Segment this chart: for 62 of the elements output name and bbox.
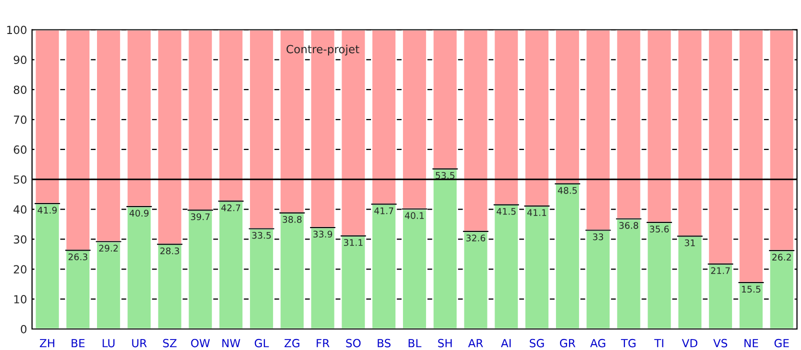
data-label: 35.6 [650, 226, 669, 232]
data-label: 40.9 [130, 210, 149, 217]
x-tick-label: SG [530, 338, 544, 348]
y-tick-label: 70 [14, 116, 26, 124]
data-label: 41.9 [38, 206, 57, 214]
x-tick-label: OW [191, 338, 210, 348]
x-tick-label: GE [774, 338, 789, 348]
text: Contre-projet [286, 44, 360, 56]
x-tick-label: BS [378, 338, 391, 348]
x-tick-label: BE [72, 339, 85, 348]
y-tick-label: 40 [14, 205, 26, 214]
x-tick-label: TI [654, 339, 664, 348]
x-tick-label: NE [744, 339, 758, 348]
x-tick-label: FR [316, 339, 330, 348]
data-label: 41.7 [374, 207, 394, 214]
x-tick-label: GR [560, 338, 576, 348]
data-label: 42.7 [221, 204, 240, 212]
x-tick-label: SH [438, 338, 452, 348]
x-tick-label: ZG [284, 338, 300, 348]
x-tick-label: UR [132, 339, 147, 348]
x-tick-label: TG [620, 338, 636, 348]
x-tick-label: SZ [163, 338, 177, 348]
data-label: 21.7 [711, 267, 730, 274]
x-tick-label: VS [713, 338, 728, 348]
data-label: 38.8 [282, 216, 302, 223]
data-label: 40.1 [404, 212, 424, 219]
data-label: 31 [684, 239, 695, 246]
x-tick-label: GL [254, 338, 269, 348]
data-label: 31.1 [344, 239, 363, 246]
y-tick-label: 90 [14, 56, 26, 64]
y-tick-label: 30 [14, 235, 26, 244]
x-tick-label: NW [222, 339, 240, 348]
x-tick-label: AR [468, 339, 484, 348]
x-tick-label: SO [346, 338, 361, 348]
y-tick-label: 80 [14, 86, 26, 94]
data-label: 26.3 [68, 253, 88, 260]
data-label: 33.9 [313, 230, 332, 238]
y-tick-label: 20 [14, 265, 26, 274]
x-tick-label: ZH [40, 339, 54, 348]
y-tick-label: 100 [7, 26, 26, 34]
data-label: 41.5 [496, 208, 516, 215]
data-label: 33 [593, 233, 604, 240]
data-label: 26.2 [772, 254, 791, 261]
y-tick-label: 50 [14, 175, 26, 184]
data-label: 15.5 [742, 286, 760, 293]
x-tick-label: AG [590, 338, 606, 348]
data-label: 48.5 [558, 187, 577, 194]
data-label: 29.2 [99, 244, 118, 252]
y-tick-label: 10 [14, 295, 26, 304]
data-label: 41.1 [527, 209, 546, 216]
data-label: 33.5 [252, 232, 271, 239]
y-tick-label: 60 [14, 145, 26, 154]
data-label: 53.5 [436, 172, 454, 179]
data-label: 39.7 [190, 213, 210, 220]
data-label: 32.6 [466, 234, 486, 242]
y-tick-label: 0 [20, 324, 26, 334]
x-tick-label: AI [500, 339, 511, 348]
x-tick-label: BL [408, 339, 422, 348]
data-label: 36.8 [619, 222, 638, 229]
x-tick-label: LU [102, 339, 114, 348]
data-label: 28.3 [160, 247, 180, 254]
x-tick-label: VD [682, 339, 698, 348]
